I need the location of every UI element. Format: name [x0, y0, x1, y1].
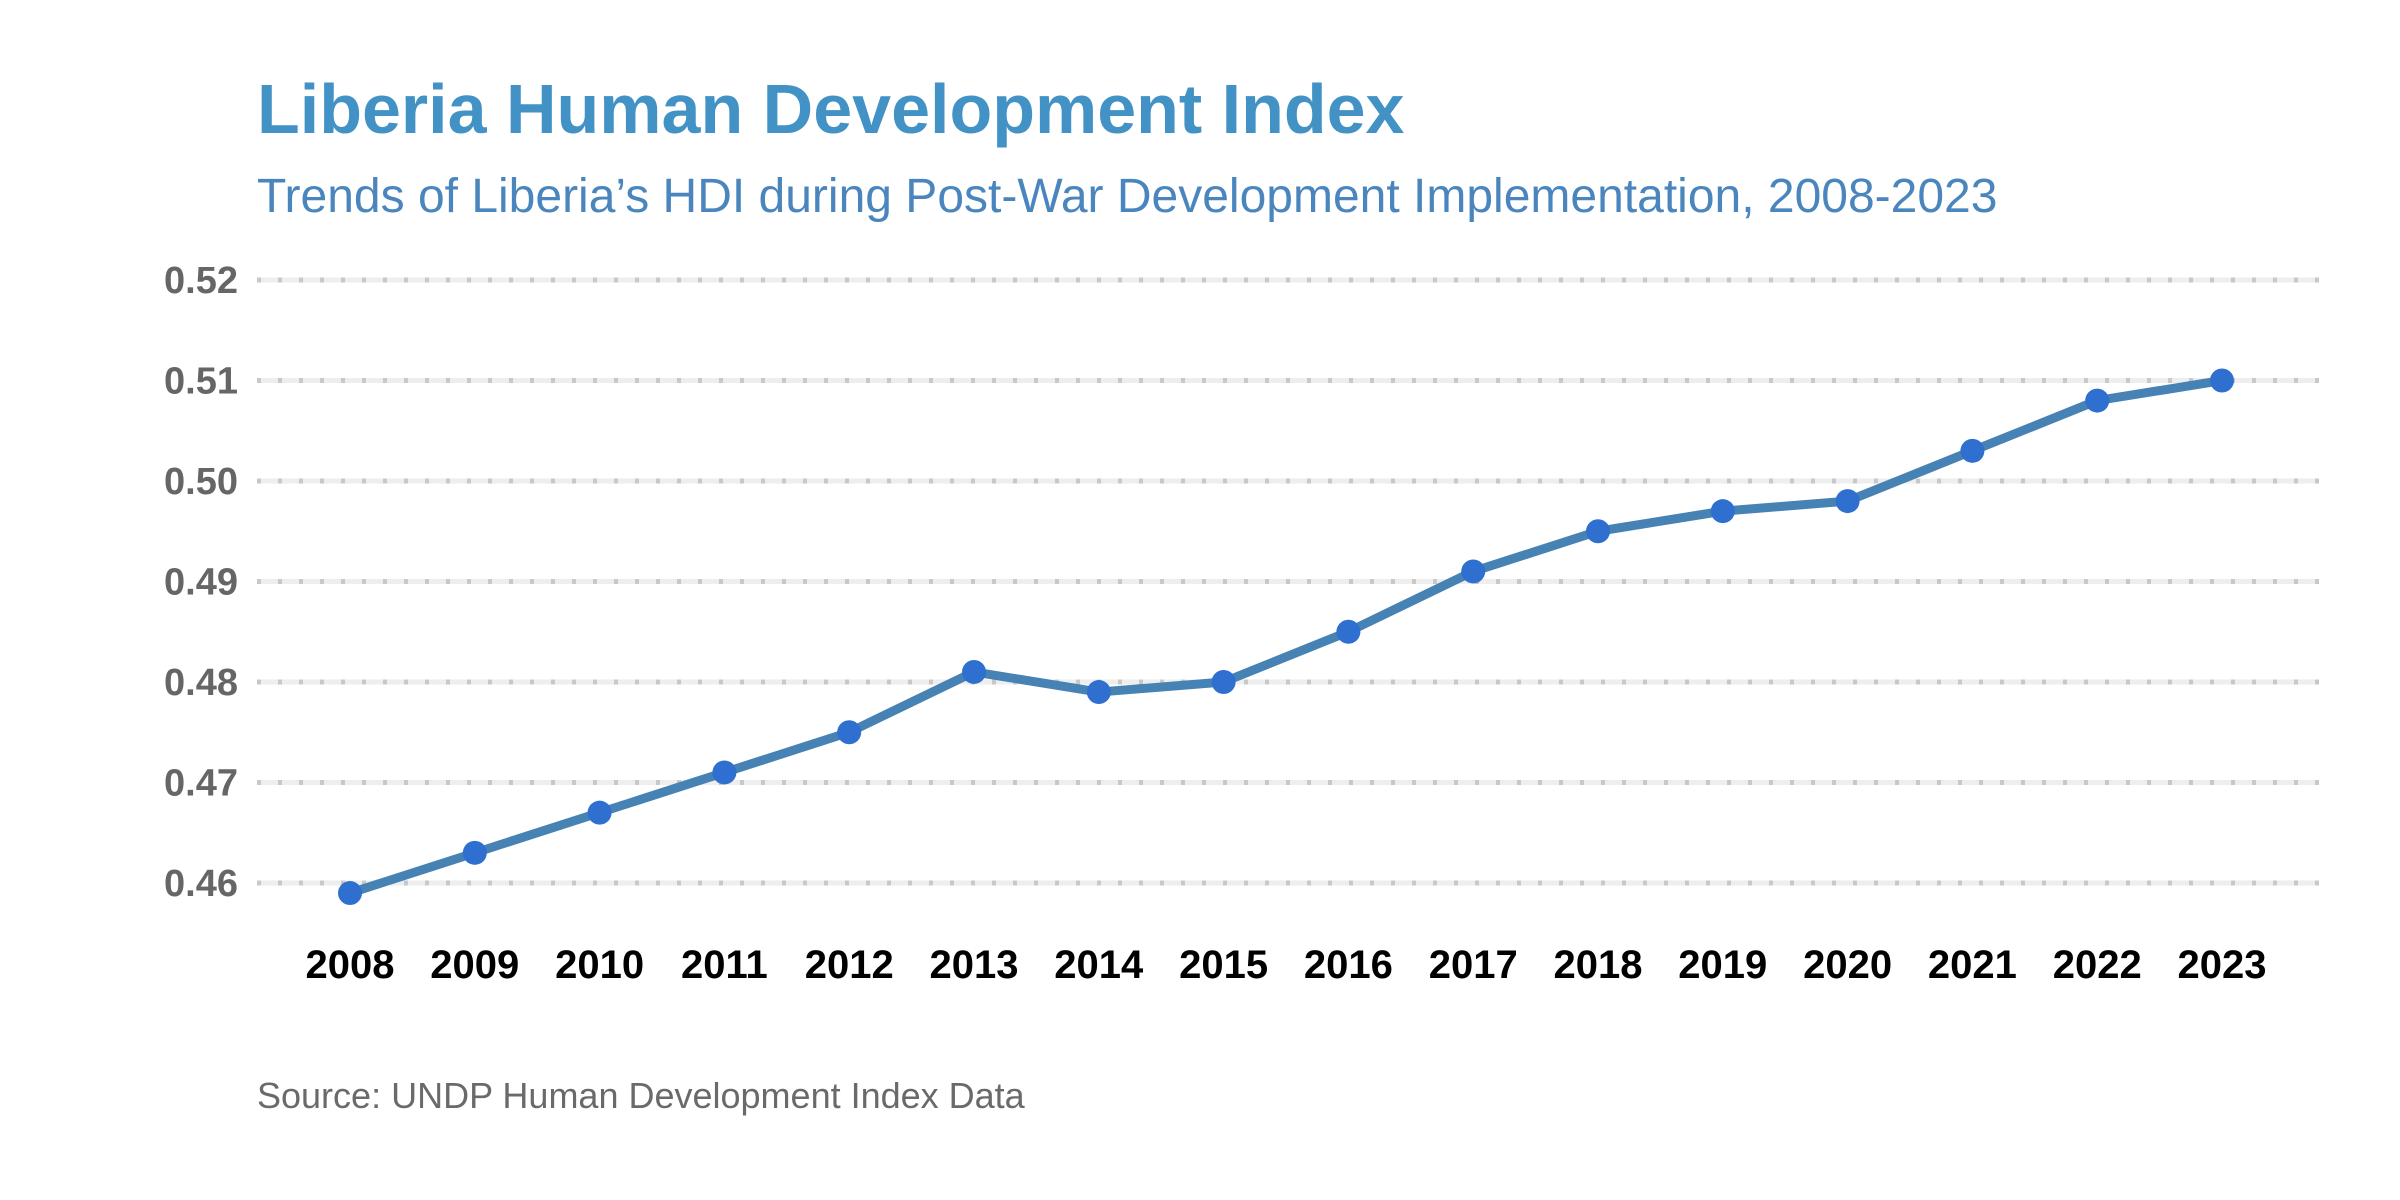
series-line	[348, 376, 2223, 898]
x-tick-label: 2010	[555, 943, 644, 987]
x-tick-label: 2020	[1803, 943, 1892, 987]
data-point-2021	[1960, 438, 1985, 463]
x-tick-label: 2021	[1928, 943, 2017, 987]
data-point-2008	[338, 881, 362, 906]
data-point-2013	[962, 659, 986, 684]
x-tick-label: 2016	[1304, 943, 1393, 987]
x-tick-label: 2015	[1179, 943, 1268, 987]
x-tick-label: 2018	[1554, 943, 1643, 987]
y-tick-label: 0.47	[164, 763, 238, 805]
chart-title: Liberia Human Development Index	[257, 70, 1405, 148]
data-point-2022	[2085, 388, 2110, 413]
data-point-2012	[837, 720, 862, 745]
y-tick-label: 0.46	[164, 863, 238, 905]
series-hdi	[338, 368, 2234, 906]
y-tick-label: 0.49	[164, 562, 238, 604]
gridlines	[257, 277, 2319, 886]
data-point-2019	[1710, 499, 1735, 524]
data-point-2023	[2210, 368, 2234, 393]
data-point-2014	[1086, 680, 1111, 705]
x-tick-label: 2009	[430, 943, 519, 987]
y-tick-label: 0.48	[164, 662, 238, 704]
data-point-2011	[712, 760, 737, 785]
y-tick-label: 0.50	[164, 461, 238, 503]
data-point-2017	[1461, 559, 1486, 584]
x-tick-label: 2012	[805, 943, 894, 987]
x-tick-label: 2014	[1054, 943, 1144, 987]
data-point-2020	[1835, 489, 1860, 514]
y-axis: 0.46 0.47 0.48 0.49 0.50 0.51 0.52	[164, 260, 238, 905]
data-point-2010	[587, 800, 612, 825]
x-tick-label: 2023	[2178, 943, 2267, 987]
x-tick-label: 2011	[681, 943, 768, 987]
y-tick-label: 0.52	[164, 260, 238, 302]
x-tick-label: 2017	[1429, 943, 1518, 987]
data-point-2018	[1586, 519, 1610, 544]
x-tick-label: 2008	[306, 943, 395, 987]
y-tick-label: 0.51	[164, 361, 238, 403]
x-axis: 2008 2009 2010 2011 2012 2013 2014 2015 2016 2017…	[306, 943, 2267, 987]
x-tick-label: 2013	[930, 943, 1019, 987]
data-point-2015	[1211, 670, 1236, 694]
x-tick-label: 2019	[1678, 943, 1767, 987]
data-point-2016	[1336, 619, 1361, 644]
chart-subtitle: Trends of Liberia’s HDI during Post-War …	[257, 170, 1997, 223]
x-tick-label: 2022	[2053, 943, 2142, 987]
data-point-2009	[462, 840, 487, 865]
source-note: Source: UNDP Human Development Index Dat…	[257, 1075, 1026, 1116]
